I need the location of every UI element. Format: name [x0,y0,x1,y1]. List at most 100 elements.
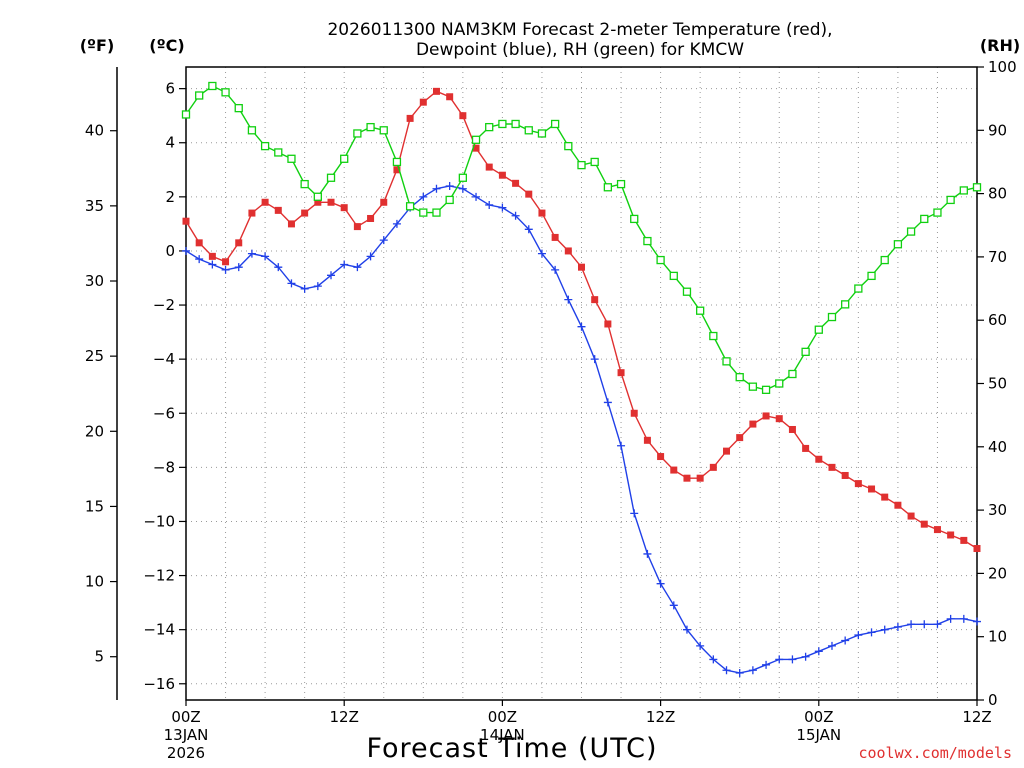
rh-point [748,382,758,391]
credit-link[interactable]: coolwx.com/models [858,744,1012,762]
2-meter-temperature-point [749,420,757,428]
rh-point [841,300,850,309]
dewpoint-point [379,236,388,245]
dewpoint-point [353,263,362,272]
rh-unit-label: (RH) [980,36,1020,55]
fahrenheit-tick-label: 25 [85,347,104,365]
rh-point [537,129,547,138]
rh-point [221,88,230,97]
rh-point [788,369,797,379]
2-meter-temperature-point [419,98,427,106]
rh-point [972,183,982,192]
2-meter-temperature-point [432,87,440,95]
2-meter-temperature-point [406,114,414,122]
celsius-tick-label: −14 [143,621,175,639]
rh-point [405,202,415,211]
rh-point [735,373,744,382]
rh-tick-label: 30 [988,501,1007,519]
2-meter-temperature-point [459,112,467,120]
dewpoint-point [577,322,586,331]
rh-point [603,183,613,192]
dewpoint-point [300,284,309,293]
series-layer [181,81,982,677]
x-axis-title: Forecast Time (UTC) [366,733,657,764]
tick-labels: 6420−2−4−6−8−10−12−14−164035302520151051… [85,58,1017,762]
fahrenheit-tick-label: 20 [85,422,104,440]
rh-tick-label: 90 [988,121,1007,139]
dewpoint-point [261,252,270,261]
x-tick-label: 00Z [488,708,517,726]
dewpoint-point [274,263,283,272]
2-meter-temperature-point [472,144,480,152]
rh-tick-label: 60 [988,311,1007,329]
rh-point [498,119,507,129]
dewpoint-point [920,620,929,629]
dewpoint-point [564,295,573,304]
dewpoint-point [511,211,520,220]
rh-point [208,81,217,91]
rh-point [353,129,362,138]
rh-point [867,271,876,281]
x-tick-label: 12Z [330,708,359,726]
rh-point [827,312,837,322]
2-meter-temperature-point [933,526,941,534]
2-meter-temperature-point [327,198,335,206]
2-meter-temperature-point [881,493,889,501]
dewpoint-point [867,628,876,637]
2-meter-temperature-point [709,463,717,471]
2-meter-temperature-point [894,501,902,509]
rh-point [181,110,191,119]
rh-series [181,81,982,394]
2-meter-temperature-point [235,239,243,247]
dewpoint-point [432,184,441,193]
dewpoint-point [221,265,230,274]
dewpoint-point [788,655,797,664]
rh-point [669,271,678,281]
rh-point [379,126,388,135]
dewpoint-point [340,260,349,269]
2-meter-temperature-point [920,520,928,528]
dewpoint-point [247,249,256,258]
dewpoint-point [392,219,401,228]
rh-point [814,325,823,334]
rh-point [761,385,771,394]
2-meter-temperature-point [736,434,744,442]
2-meter-temperature-point [604,320,612,328]
dewpoint-point [669,601,678,610]
dewpoint-point [814,647,823,656]
celsius-tick-label: 0 [165,242,175,260]
rh-point [577,160,586,170]
rh-tick-label: 0 [988,691,998,709]
rh-point [247,126,257,135]
x-tick-label: 00Z [804,708,833,726]
fahrenheit-tick-label: 35 [85,197,104,215]
dewpoint-point [287,279,296,288]
chart-title-line-2: Dewpoint (blue), RH (green) for KMCW [416,40,744,60]
rh-point [445,195,454,205]
dewpoint-point [182,246,190,255]
dewpoint-point [537,249,546,258]
dewpoint-line [185,185,978,674]
dewpoint-point [722,666,731,675]
2-meter-temperature-point [551,233,559,241]
dewpoint-point [419,192,428,201]
2-meter-temperature-point [222,258,230,266]
rh-point [722,357,731,366]
dewpoint-point [762,660,771,669]
dewpoint-point [485,200,494,209]
rh-point [366,122,375,132]
chart-title-line-1: 2026011300 NAM3KM Forecast 2-meter Tempe… [327,20,832,40]
rh-point [313,192,322,201]
2-meter-temperature-point [564,247,572,255]
2-meter-temperature-point [314,198,322,206]
2-meter-temperature-point [670,466,678,474]
2-meter-temperature-point [868,485,876,493]
2-meter-temperature-point [512,179,520,187]
fahrenheit-tick-label: 15 [85,497,104,515]
dewpoint-point [709,655,718,664]
dewpoint-point [551,265,560,274]
dewpoint-point [313,282,322,291]
rh-point [880,255,889,265]
rh-point [933,208,942,217]
